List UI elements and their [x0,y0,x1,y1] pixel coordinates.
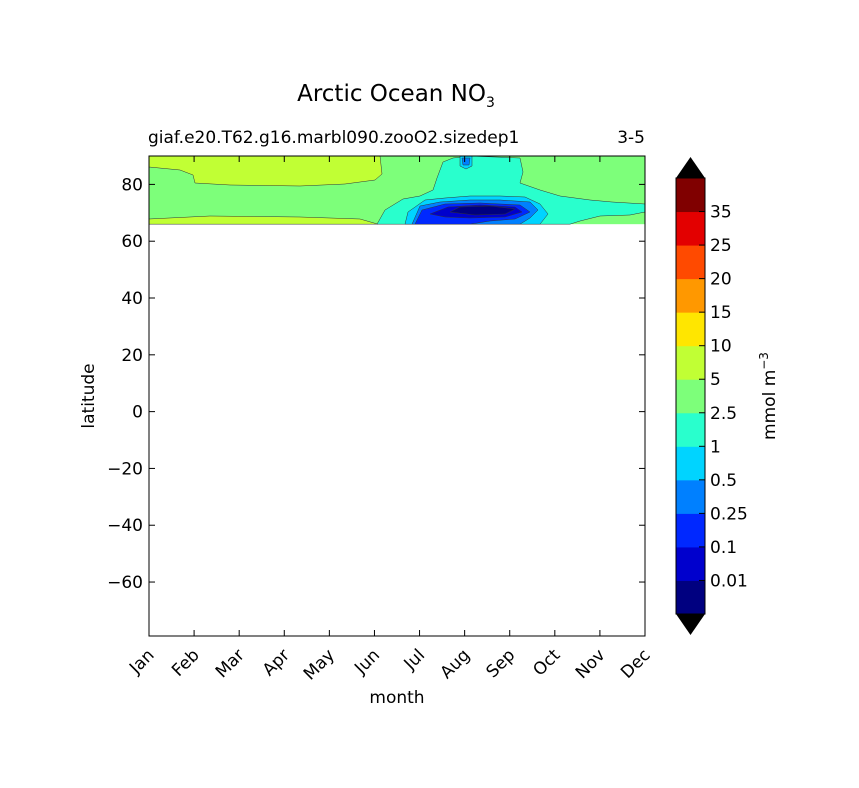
colorbar-tick-label: 35 [710,203,732,223]
colorbar-tick-label: 25 [710,236,732,256]
contour-field [149,156,645,225]
y-tick-label: −60 [107,573,143,593]
colorbar-segment [676,412,705,447]
colorbar-segment [676,479,705,514]
colorbar-tick-label: 1 [710,437,721,457]
y-tick-label: 0 [132,403,143,423]
x-tick-label: Oct [529,645,564,680]
x-tick-label: Apr [259,645,294,680]
plot-area: Jan Feb Mar Apr May Jun Jul Aug Sep Oct Nov Dec 80 6… [107,155,655,684]
colorbar-tick-label: 2.5 [710,404,737,424]
x-tick-label: Sep [482,645,519,682]
colorbar-extend-min [676,614,705,635]
colorbar-tick-label: 0.1 [710,538,737,558]
x-tick-label: Jul [400,645,429,674]
colorbar-extend-max [676,157,705,178]
contour-high-band [149,156,383,187]
x-tick-label: Dec [617,645,654,682]
y-axis-label: latitude [79,363,99,428]
colorbar-segment [676,580,705,615]
x-axis: Jan Feb Mar Apr May Jun Jul Aug Sep Oct Nov Dec [125,156,655,684]
colorbar-segment [676,178,705,213]
colorbar-segment [676,312,705,347]
colorbar-tick-label: 20 [710,270,732,290]
chart-subtitle-left: giaf.e20.T62.g16.marbl090.zooO2.sizedep1 [148,128,519,148]
colorbar-label: mmol m−3 [757,352,780,440]
colorbar-tick-label: 10 [710,337,732,357]
chart-subtitle-right: 3-5 [617,128,645,148]
y-axis: 80 60 40 20 0 −20 −40 −60 [107,175,645,593]
colorbar: 0.01 0.1 0.25 0.5 1 2.5 5 10 15 20 25 35 [675,157,748,635]
x-tick-label: Mar [212,645,249,682]
colorbar-segment [676,446,705,481]
y-tick-label: 60 [121,232,143,252]
y-tick-label: −40 [107,516,143,536]
x-tick-label: May [300,645,339,684]
colorbar-tick-label: 15 [710,303,732,323]
colorbar-tick-label: 0.5 [710,471,737,491]
x-tick-label: Nov [572,645,610,683]
y-tick-label: 40 [121,289,143,309]
x-tick-label: Jun [350,645,384,679]
contour-minimum-core [449,205,516,216]
y-tick-label: 80 [121,175,143,195]
colorbar-frame [675,177,706,615]
chart-title: Arctic Ocean NO3 [297,81,495,111]
colorbar-segment [676,345,705,380]
x-tick-label: Feb [168,645,203,680]
y-tick-label: −20 [107,459,143,479]
colorbar-tick-label: 0.25 [710,504,748,524]
colorbar-tick-label: 5 [710,370,721,390]
colorbar-segment [676,379,705,414]
colorbar-segment [676,211,705,246]
colorbar-segment [676,245,705,280]
contour-top-spot-inner [461,157,471,166]
colorbar-segment [676,546,705,581]
colorbar-tick-label: 0.01 [710,571,748,591]
plot-frame [148,155,646,637]
x-tick-label: Jan [125,645,158,678]
colorbar-segment [676,513,705,548]
y-tick-label: 20 [121,346,143,366]
x-tick-label: Aug [437,645,475,683]
x-axis-label: month [369,688,424,708]
colorbar-segment [676,278,705,313]
